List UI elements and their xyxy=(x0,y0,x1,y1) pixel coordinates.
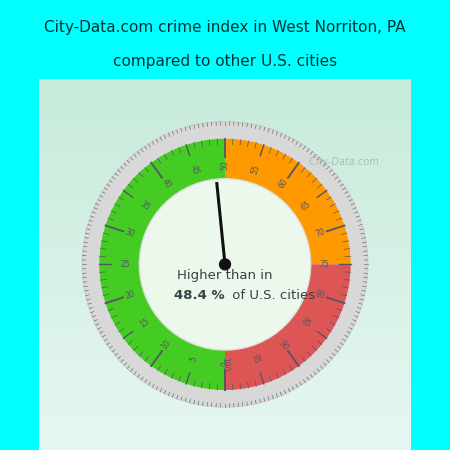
Text: 15: 15 xyxy=(138,316,151,329)
Text: 30: 30 xyxy=(124,228,136,239)
Text: 100: 100 xyxy=(220,357,230,371)
Text: 45: 45 xyxy=(189,163,200,176)
Wedge shape xyxy=(99,139,225,390)
Wedge shape xyxy=(225,265,351,390)
Text: 70: 70 xyxy=(314,228,326,239)
Text: 90: 90 xyxy=(277,338,290,351)
Text: 75: 75 xyxy=(320,260,329,269)
Text: of U.S. cities: of U.S. cities xyxy=(228,289,315,302)
Text: 25: 25 xyxy=(121,260,130,269)
Circle shape xyxy=(140,179,310,350)
Text: 40: 40 xyxy=(160,177,173,190)
Text: 65: 65 xyxy=(299,199,312,212)
Text: 60: 60 xyxy=(277,177,290,190)
Text: 50: 50 xyxy=(220,160,230,170)
Text: City-Data.com crime index in West Norriton, PA: City-Data.com crime index in West Norrit… xyxy=(44,20,406,35)
Text: 95: 95 xyxy=(250,353,261,365)
Text: compared to other U.S. cities: compared to other U.S. cities xyxy=(113,54,337,69)
Text: 55: 55 xyxy=(250,163,261,176)
Text: Higher than in: Higher than in xyxy=(177,269,273,282)
Wedge shape xyxy=(225,139,351,265)
Text: City-Data.com: City-Data.com xyxy=(306,157,378,166)
Text: 0: 0 xyxy=(220,362,230,366)
Wedge shape xyxy=(82,122,368,407)
Circle shape xyxy=(220,259,230,270)
Text: 48.4 %: 48.4 % xyxy=(175,289,225,302)
Text: 35: 35 xyxy=(138,199,151,212)
Text: 80: 80 xyxy=(314,289,326,301)
Text: 5: 5 xyxy=(189,356,199,363)
Text: 10: 10 xyxy=(160,338,173,351)
Text: 85: 85 xyxy=(299,316,312,329)
Text: 20: 20 xyxy=(124,289,136,301)
